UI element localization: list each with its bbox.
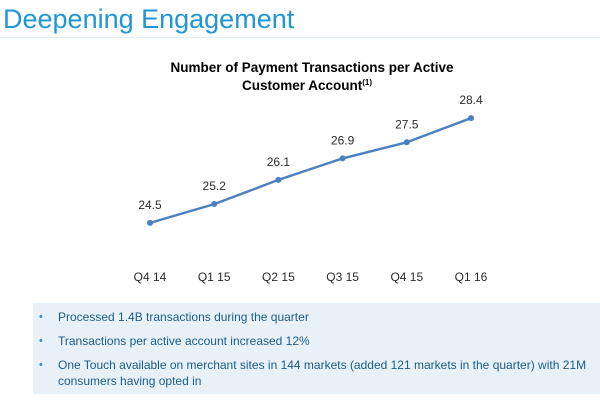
bullet-item: • Transactions per active account increa… [33, 333, 600, 349]
data-label: 25.2 [203, 179, 227, 193]
data-point [468, 115, 474, 122]
data-label: 27.5 [395, 117, 419, 131]
x-tick-label: Q1 16 [455, 270, 488, 284]
line-chart: Number of Payment Transactions per Activ… [134, 60, 488, 284]
bullet-dot-icon: • [39, 335, 43, 347]
series-line [149, 116, 472, 225]
bullet-text: Transactions per active account increase… [58, 334, 310, 348]
title-divider [0, 37, 600, 38]
bullet-item: • Processed 1.4B transactions during the… [33, 309, 600, 325]
data-point [403, 139, 410, 146]
data-label: 28.4 [459, 93, 483, 107]
bullet-dot-icon: • [39, 311, 43, 323]
bullet-text: Processed 1.4B transactions during the q… [58, 310, 309, 324]
bullet-text: One Touch available on merchant sites in… [58, 358, 587, 388]
x-tick-label: Q2 15 [262, 270, 295, 284]
data-label: 26.1 [267, 155, 291, 169]
chart-title-footnote: (1) [362, 78, 372, 87]
chart-title-line-1: Number of Payment Transactions per Activ… [170, 60, 454, 75]
x-tick-label: Q4 15 [390, 270, 423, 284]
chart-marks: 24.5 25.2 26.1 26.9 27.5 28.4 Q4 14 Q1 15 Q2 15 Q… [134, 93, 488, 284]
x-tick-label: Q4 14 [134, 270, 167, 284]
x-tick-label: Q1 15 [198, 270, 231, 284]
summary-bullets: • Processed 1.4B transactions during the… [33, 303, 600, 394]
chart-title-line-2: Customer Account(1) [242, 78, 372, 93]
data-label: 26.9 [331, 133, 355, 147]
bullet-item: • One Touch available on merchant sites … [33, 357, 600, 389]
data-point [275, 176, 282, 183]
chart-title-line-2-text: Customer Account [242, 78, 363, 93]
bullet-dot-icon: • [39, 359, 43, 371]
data-point [339, 155, 346, 162]
data-point [147, 219, 153, 226]
data-point [211, 201, 218, 208]
x-tick-label: Q3 15 [326, 270, 359, 284]
slide-title: Deepening Engagement [3, 4, 295, 34]
data-label: 24.5 [138, 198, 162, 212]
